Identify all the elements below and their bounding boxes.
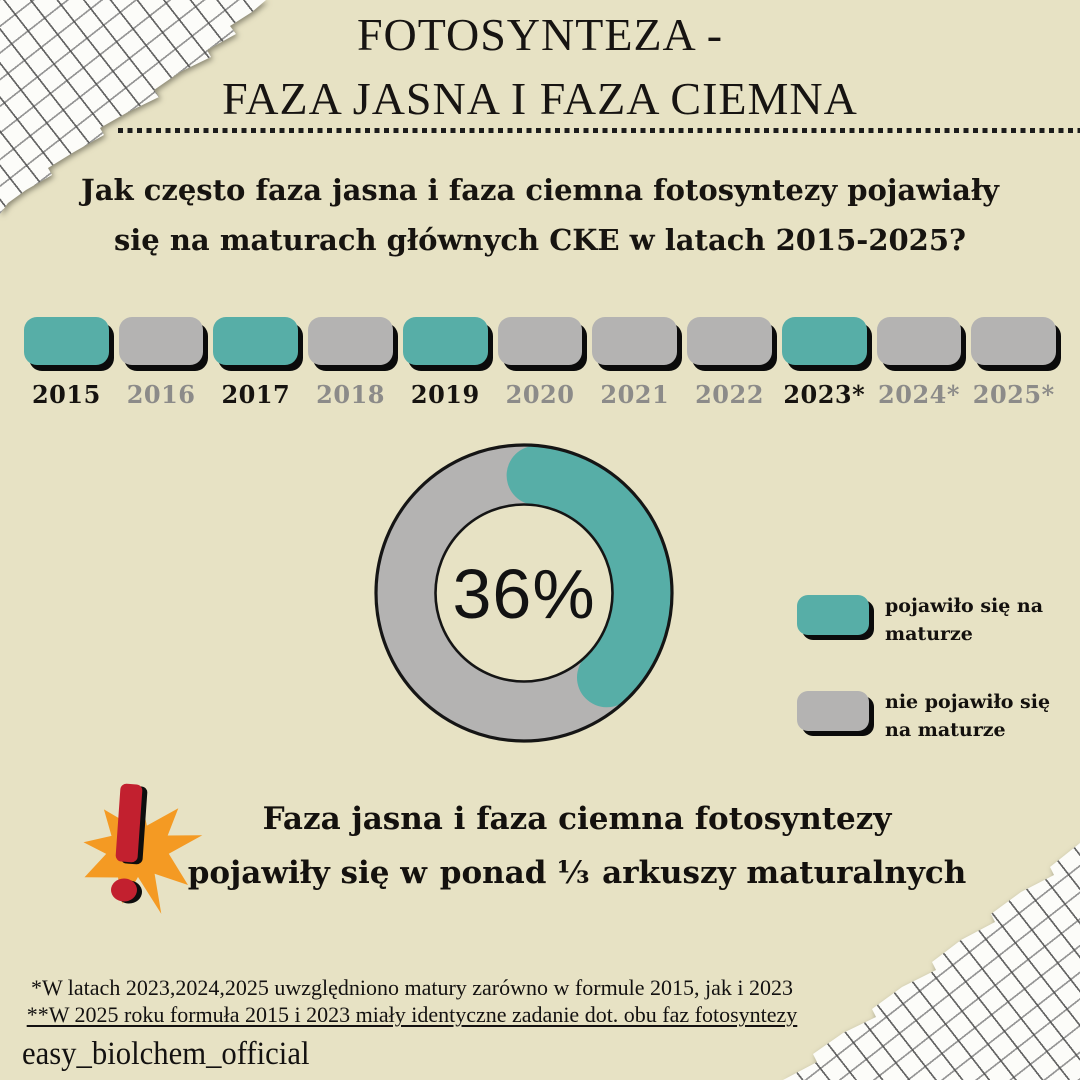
year-box-not-appeared [308, 317, 393, 365]
timeline-year: 2019 [402, 317, 488, 409]
year-box-not-appeared [687, 317, 772, 365]
legend-item-not-appeared: nie pojawiło się na maturze [797, 688, 1050, 744]
year-label: 2021 [600, 380, 670, 409]
author-handle: easy_biolchem_official [22, 1036, 310, 1072]
year-box-appeared [213, 317, 299, 365]
donut-inner-outline [434, 503, 614, 683]
chart-legend: pojawiło się na maturze nie pojawiło się… [797, 592, 1050, 784]
year-label: 2025* [972, 380, 1055, 409]
timeline-year: 2018 [308, 317, 393, 409]
timeline-year: 2020 [497, 317, 583, 409]
dotted-divider [118, 128, 1080, 133]
donut-arc-teal [506, 445, 672, 708]
year-label: 2019 [410, 380, 480, 409]
timeline-year: 2021 [592, 317, 678, 409]
donut-outer-outline [374, 443, 674, 743]
year-box-appeared [402, 317, 488, 365]
year-timeline: 2015 2016 2017 2018 2019 2020 2021 2022 2023* 202… [24, 317, 1057, 409]
torn-paper-top-left [0, 0, 280, 235]
highlighted-fraction: ponad ⅓ [438, 846, 592, 900]
question-text: Jak często faza jasna i faza ciemna foto… [0, 165, 1080, 265]
year-box-not-appeared [118, 317, 204, 365]
legend-item-appeared: pojawiło się na maturze [797, 592, 1050, 648]
timeline-year: 2022 [687, 317, 772, 409]
question-line2: się na maturach głównych CKE w latach 20… [113, 223, 967, 257]
legend-label: pojawiło się na maturze [885, 592, 1043, 648]
statement-line1: Faza jasna i faza ciemna fotosyntezy [262, 801, 892, 837]
year-box-not-appeared [971, 317, 1057, 365]
year-box-not-appeared [592, 317, 678, 365]
exclamation-starburst-icon [83, 783, 203, 914]
legend-label-line1: pojawiło się na [885, 595, 1044, 617]
legend-label-line2: maturze [885, 623, 973, 645]
legend-swatch-teal [797, 595, 869, 635]
year-box-appeared [24, 317, 109, 365]
torn-paper-bottom-right [775, 835, 1080, 1080]
legend-label: nie pojawiło się na maturze [885, 688, 1050, 744]
footnotes: *W latach 2023,2024,2025 uwzględniono ma… [6, 974, 818, 1028]
year-label: 2016 [126, 380, 196, 409]
statement-line2: pojawiły się w ponad ⅓ arkuszy maturalny… [74, 846, 1080, 900]
year-label: 2015 [31, 380, 101, 409]
statement-line2-after: arkuszy maturalnych [591, 855, 967, 891]
footnote-2: **W 2025 roku formuła 2015 i 2023 miały … [26, 1002, 798, 1027]
legend-label-line1: nie pojawiło się [885, 691, 1051, 713]
timeline-year: 2024* [876, 317, 962, 409]
timeline-year: 2015 [24, 317, 109, 409]
donut-chart: 36% [374, 443, 674, 743]
year-label: 2017 [221, 380, 291, 409]
footnote-1: *W latach 2023,2024,2025 uwzględniono ma… [30, 975, 794, 1000]
year-label: 2018 [316, 380, 385, 409]
year-label: 2024* [878, 380, 960, 409]
timeline-year: 2016 [118, 317, 204, 409]
year-label: 2022 [695, 380, 764, 409]
year-box-not-appeared [497, 317, 583, 365]
year-label: 2023* [783, 380, 866, 409]
page-title-line2: FAZA JASNA I FAZA CIEMNA [222, 73, 858, 124]
question-line1: Jak często faza jasna i faza ciemna foto… [81, 173, 999, 207]
timeline-year: 2023* [781, 317, 867, 409]
year-label: 2020 [505, 380, 575, 409]
year-box-not-appeared [876, 317, 962, 365]
conclusion-statement: Faza jasna i faza ciemna fotosyntezy poj… [74, 792, 1080, 900]
page-title-line1: FOTOSYNTEZA - [356, 9, 724, 60]
timeline-year: 2025* [971, 317, 1057, 409]
donut-center-value: 36% [452, 555, 595, 633]
statement-line2-before: pojawiły się w [187, 855, 438, 891]
timeline-year: 2017 [213, 317, 299, 409]
year-box-appeared [781, 317, 867, 365]
exclamation-mark [111, 783, 143, 902]
legend-label-line2: na maturze [885, 719, 1006, 741]
legend-swatch-gray [797, 691, 869, 731]
